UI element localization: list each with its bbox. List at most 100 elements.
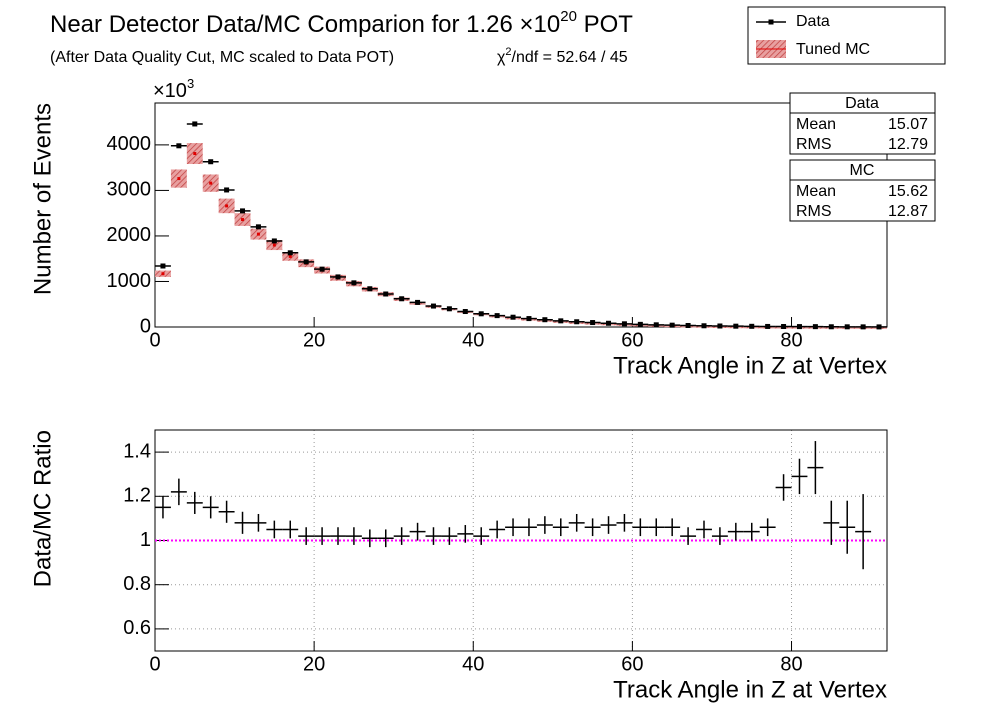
stats-value: 12.87 <box>888 203 928 220</box>
y-tick-label: 1000 <box>107 270 152 292</box>
y-tick-label: 2000 <box>107 224 152 246</box>
data-point <box>876 324 882 330</box>
chi2: χ2/ndf = 52.64 / 45 <box>497 46 628 66</box>
data-point <box>303 259 309 265</box>
data-point <box>828 324 834 330</box>
data-point <box>621 321 627 327</box>
data-point <box>287 250 293 256</box>
legend-label: Tuned MC <box>796 41 870 58</box>
data-point <box>749 323 755 329</box>
data-point <box>590 320 596 326</box>
y-axis-title: Number of Events <box>29 103 56 295</box>
data-point <box>765 323 771 329</box>
data-point <box>733 323 739 329</box>
y-tick-label: 1.4 <box>123 440 151 462</box>
multiplier: ×103 <box>153 76 194 102</box>
data-point <box>319 266 325 272</box>
stats-box <box>789 92 936 155</box>
data-point <box>351 280 357 286</box>
legend-marker <box>768 19 774 25</box>
data-point <box>176 143 182 149</box>
stats-box <box>789 159 936 222</box>
stats-key: RMS <box>796 136 832 153</box>
stats-value: 15.07 <box>888 116 928 133</box>
stats-key: RMS <box>796 203 832 220</box>
plot-frame <box>154 102 888 328</box>
data-point <box>192 121 198 127</box>
data-point <box>526 316 532 322</box>
legend-label: Data <box>796 13 830 30</box>
mc-marker <box>272 243 276 247</box>
data-point <box>812 324 818 330</box>
data-point <box>208 159 214 165</box>
x-tick-label: 80 <box>780 329 802 351</box>
x-axis-title: Track Angle in Z at Vertex <box>613 676 887 703</box>
stats-title: Data <box>845 95 879 112</box>
data-point <box>637 321 643 327</box>
data-point <box>558 318 564 324</box>
data-point <box>240 208 246 214</box>
data-point <box>367 286 373 292</box>
data-point <box>415 299 421 305</box>
data-point <box>781 323 787 329</box>
x-axis-title: Track Angle in Z at Vertex <box>613 352 887 379</box>
x-tick-label: 20 <box>303 329 325 351</box>
mc-marker <box>193 152 197 156</box>
x-tick-label: 40 <box>462 329 484 351</box>
data-point <box>255 224 261 230</box>
y-tick-label: 4000 <box>107 133 152 155</box>
stats-title: MC <box>850 162 875 179</box>
x-tick-label: 0 <box>149 329 160 351</box>
stats-value: 12.79 <box>888 136 928 153</box>
x-tick-label: 40 <box>462 653 484 675</box>
stats-key: Mean <box>796 116 836 133</box>
data-point <box>669 322 675 328</box>
mc-marker <box>225 204 229 208</box>
data-point <box>844 324 850 330</box>
mc-marker <box>209 181 213 185</box>
y-tick-label: 0 <box>140 315 151 337</box>
y-tick-label: 1.2 <box>123 485 151 507</box>
data-point <box>446 306 452 312</box>
x-tick-label: 60 <box>621 329 643 351</box>
data-point <box>860 324 866 330</box>
mc-marker <box>177 177 181 181</box>
y-tick-label: 0.6 <box>123 617 151 639</box>
data-point <box>653 322 659 328</box>
chart-title: Near Detector Data/MC Comparion for 1.26… <box>50 8 633 38</box>
y-axis-title: Data/MC Ratio <box>29 430 56 587</box>
data-point <box>271 238 277 244</box>
mc-marker <box>241 218 245 222</box>
data-point <box>574 319 580 325</box>
data-point <box>717 323 723 329</box>
stats-value: 15.62 <box>888 183 928 200</box>
y-tick-label: 0.8 <box>123 573 151 595</box>
data-point <box>224 187 230 193</box>
mc-marker <box>256 232 260 236</box>
x-tick-label: 0 <box>149 653 160 675</box>
data-point <box>796 324 802 330</box>
data-point <box>383 291 389 297</box>
data-point <box>399 296 405 302</box>
data-point <box>510 314 516 320</box>
stats-key: Mean <box>796 183 836 200</box>
x-tick-label: 60 <box>621 653 643 675</box>
mc-marker <box>161 272 165 276</box>
data-point <box>685 322 691 328</box>
data-point <box>462 309 468 315</box>
data-point <box>701 323 707 329</box>
data-point <box>606 320 612 326</box>
data-point <box>478 311 484 317</box>
x-tick-label: 80 <box>780 653 802 675</box>
data-point <box>430 303 436 309</box>
data-point <box>494 313 500 319</box>
x-tick-label: 20 <box>303 653 325 675</box>
data-point <box>542 317 548 323</box>
subtitle: (After Data Quality Cut, MC scaled to Da… <box>50 49 394 66</box>
y-tick-label: 3000 <box>107 179 152 201</box>
mc-marker <box>288 254 292 258</box>
y-tick-label: 1 <box>140 529 151 551</box>
data-point <box>335 274 341 280</box>
data-point <box>160 263 166 269</box>
